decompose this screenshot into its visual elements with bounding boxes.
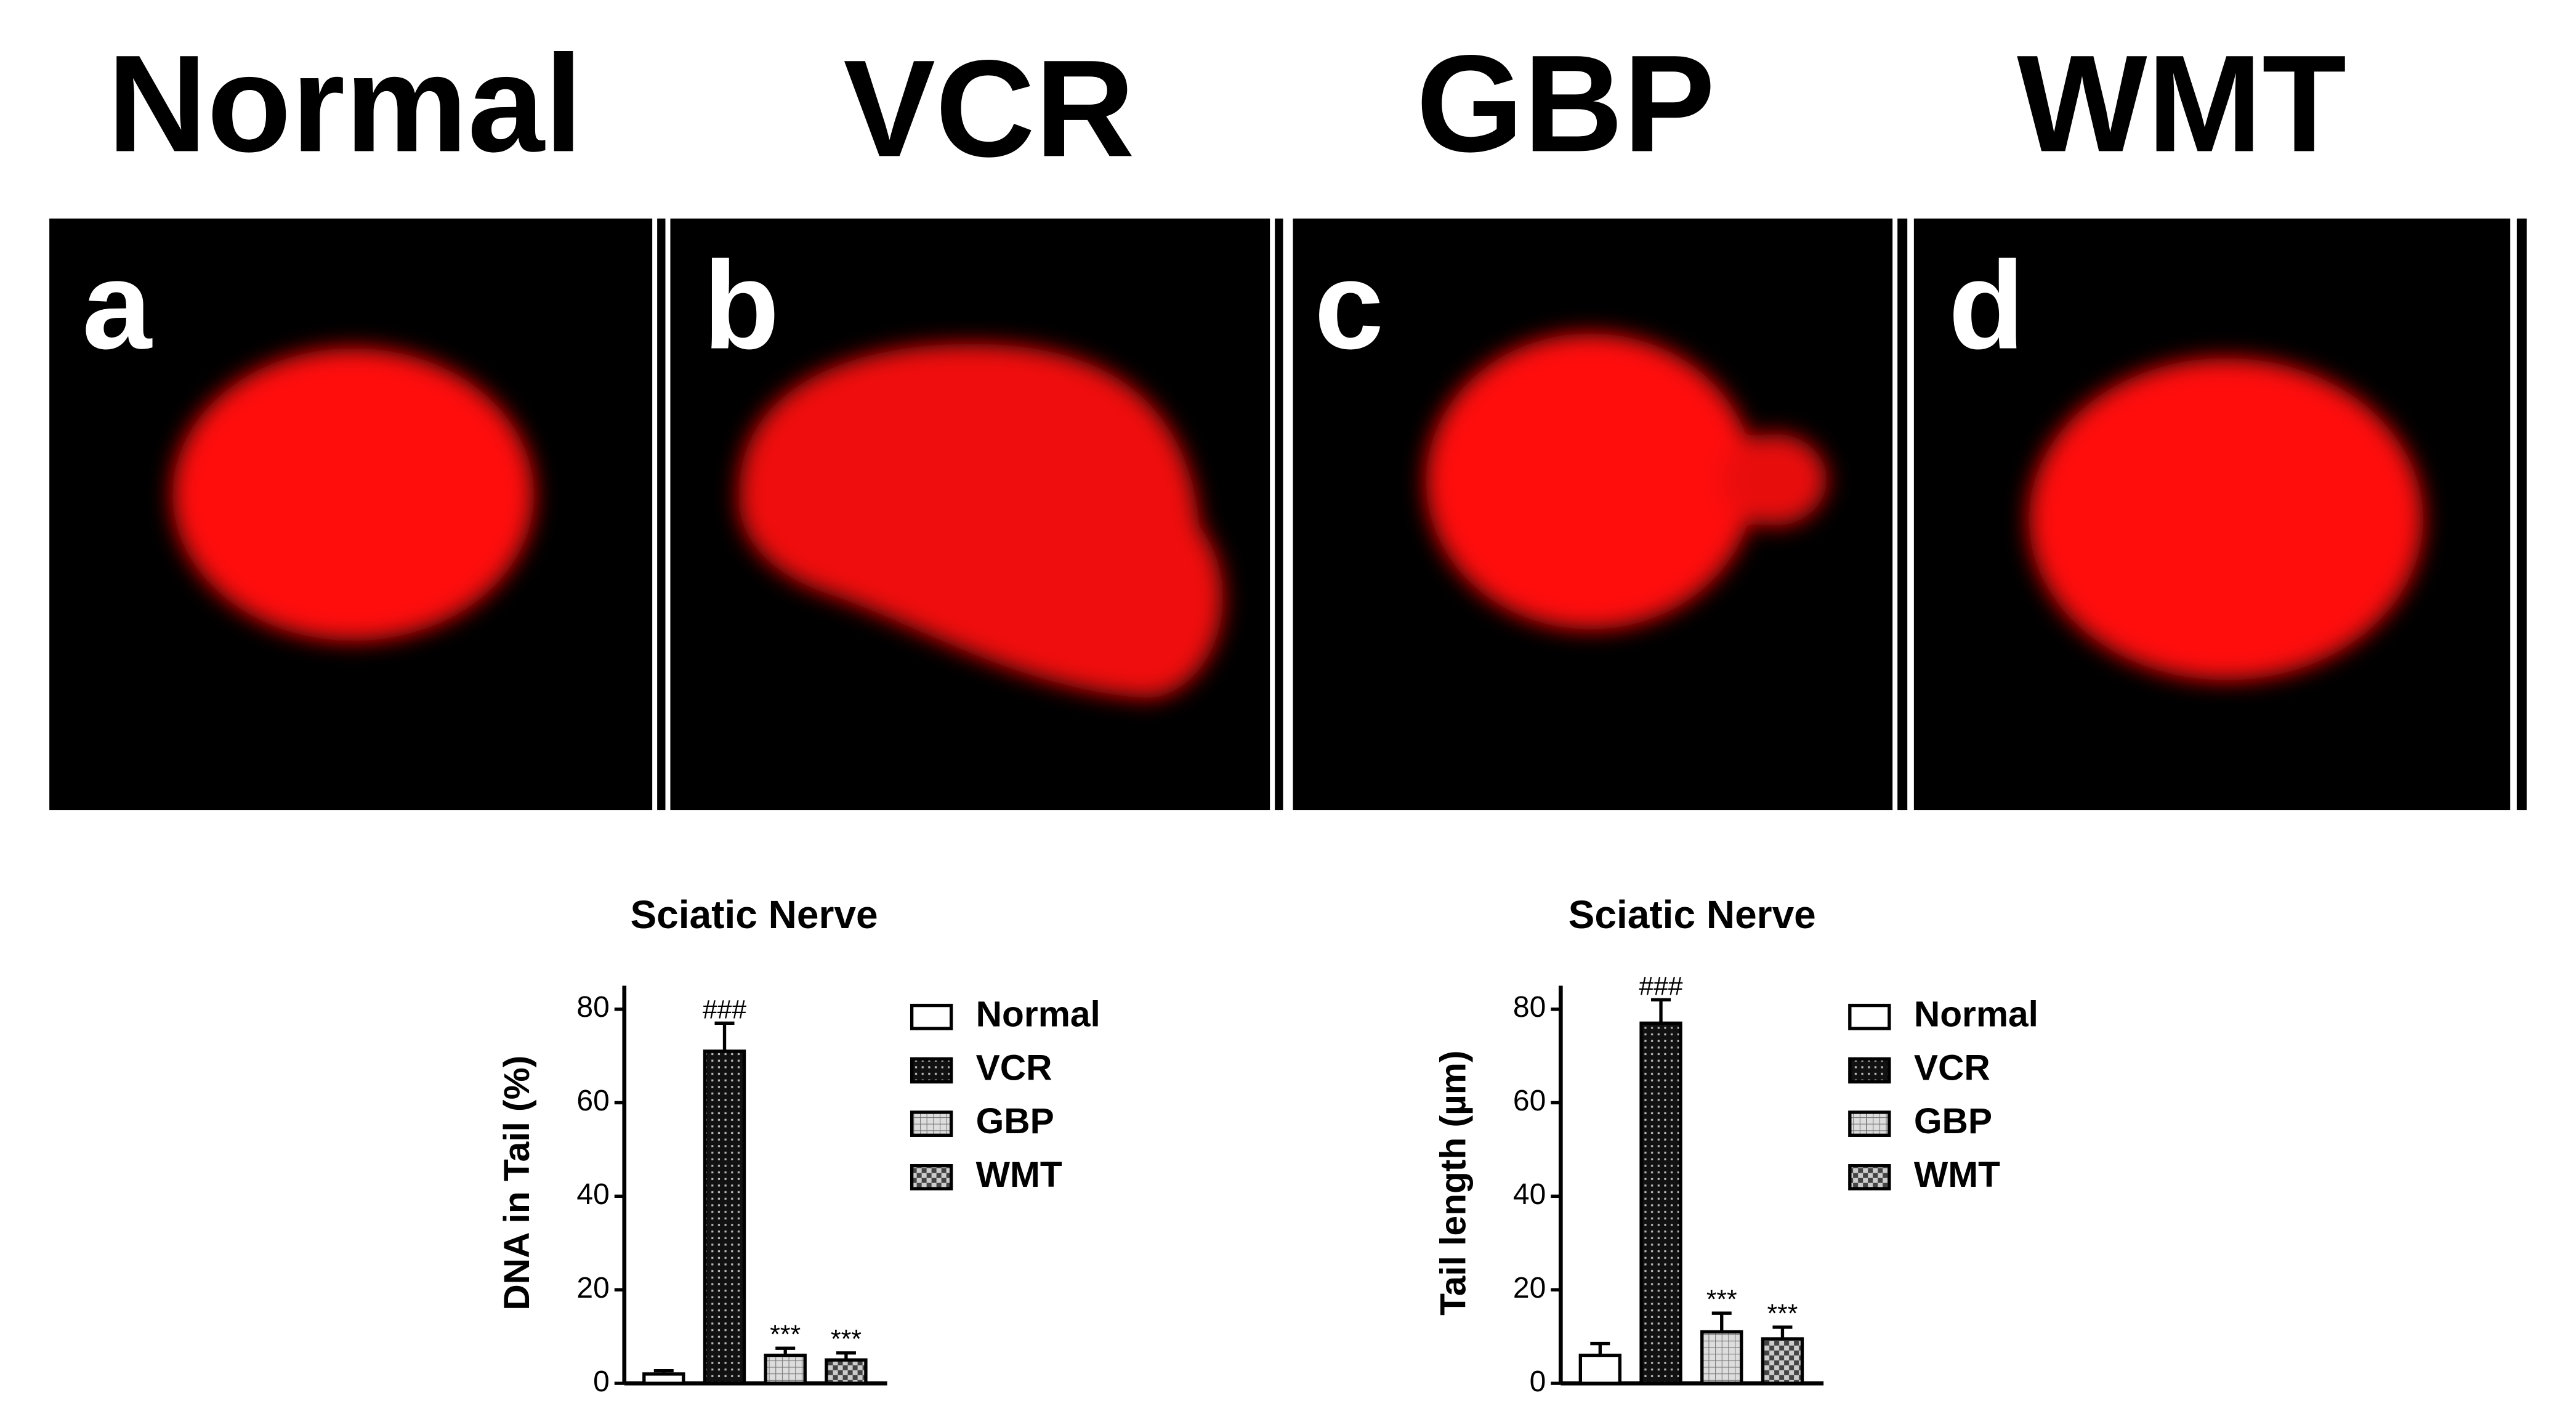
annotation: *** — [1706, 1285, 1737, 1314]
y-tick-label: 20 — [1513, 1272, 1546, 1304]
error-bar — [836, 1351, 856, 1360]
panel-title: Normal — [107, 26, 583, 180]
legend-swatch — [910, 1003, 953, 1030]
panel-label: c — [1314, 235, 1384, 375]
y-axis-label: DNA in Tail (%) — [497, 1056, 537, 1311]
separator — [2516, 218, 2527, 811]
panel-label: a — [82, 235, 153, 375]
legend-label: VCR — [1914, 1048, 1990, 1088]
annotation: *** — [1767, 1299, 1798, 1328]
legend-label: Normal — [976, 995, 1100, 1035]
annotation: *** — [770, 1320, 801, 1349]
y-tick-label: 0 — [593, 1365, 610, 1398]
bar — [764, 1353, 807, 1385]
error-bar — [1590, 1341, 1610, 1356]
legend-label: GBP — [1914, 1101, 1992, 1141]
error-bar — [1651, 998, 1671, 1024]
panel-title: VCR — [843, 31, 1134, 185]
bar — [642, 1372, 685, 1385]
legend-label: GBP — [976, 1101, 1054, 1141]
error-bar — [1711, 1311, 1732, 1332]
legend-label: WMT — [976, 1155, 1062, 1195]
error-bar — [714, 1021, 735, 1051]
legend-swatch — [1848, 1163, 1891, 1191]
separator — [1275, 218, 1283, 811]
annotation: ### — [1639, 971, 1682, 1001]
legend-swatch — [910, 1057, 953, 1084]
y-tick-label: 20 — [576, 1272, 609, 1304]
legend-swatch — [910, 1163, 953, 1191]
legend-swatch — [1848, 1003, 1891, 1030]
error-bar — [653, 1368, 674, 1374]
panel-title: WMT — [2017, 26, 2346, 180]
legend-label: Normal — [1914, 995, 2038, 1035]
legend-swatch — [1848, 1110, 1891, 1137]
y-tick-label: 80 — [1513, 991, 1546, 1024]
annotation: *** — [831, 1325, 862, 1354]
bar — [1578, 1353, 1622, 1385]
chart-title: Sciatic Nerve — [630, 892, 878, 937]
separator — [1897, 218, 1908, 811]
y-tick-label: 40 — [1513, 1178, 1546, 1211]
bar — [1639, 1021, 1682, 1385]
y-tick-label: 40 — [576, 1178, 609, 1211]
error-bar — [775, 1346, 796, 1356]
bar — [1700, 1330, 1743, 1385]
annotation: ### — [703, 995, 746, 1024]
panel-title: GBP — [1416, 26, 1716, 180]
error-bar — [1772, 1325, 1793, 1339]
y-tick-label: 80 — [576, 991, 609, 1024]
legend-swatch — [910, 1110, 953, 1137]
bar — [1761, 1337, 1804, 1385]
legend-swatch — [1848, 1057, 1891, 1084]
comet-cells — [172, 333, 2423, 698]
y-axis-label: Tail length (µm) — [1434, 1050, 1474, 1315]
chart-title: Sciatic Nerve — [1569, 892, 1816, 937]
bar — [825, 1358, 868, 1385]
y-tick-label: 60 — [1513, 1085, 1546, 1117]
panel-label: b — [703, 235, 780, 375]
legend-label: WMT — [1914, 1155, 2000, 1195]
bar — [703, 1049, 746, 1385]
y-tick-label: 0 — [1530, 1365, 1546, 1398]
panel-label: d — [1948, 235, 2025, 375]
y-tick-label: 60 — [576, 1085, 609, 1117]
separator — [657, 218, 666, 811]
legend-label: VCR — [976, 1048, 1052, 1088]
